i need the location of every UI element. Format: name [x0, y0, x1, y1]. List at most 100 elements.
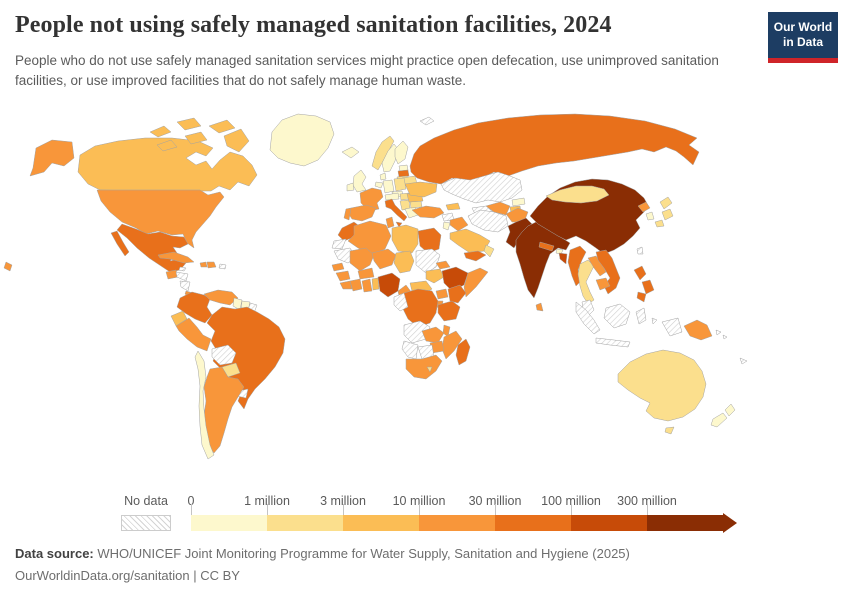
- country-solomon-islands[interactable]: [715, 329, 728, 340]
- country-philippines[interactable]: [633, 265, 655, 303]
- country-peru[interactable]: [175, 317, 212, 352]
- country-uzbekistan[interactable]: [485, 201, 511, 216]
- legend-bin-6[interactable]: [571, 515, 647, 531]
- country-madagascar[interactable]: [455, 338, 471, 366]
- country-congo[interactable]: [393, 292, 409, 312]
- country-thailand[interactable]: [577, 259, 595, 305]
- country-afghanistan[interactable]: [505, 207, 529, 223]
- country-austria[interactable]: [384, 192, 400, 201]
- country-tunisia[interactable]: [385, 216, 395, 229]
- legend-no-data-swatch[interactable]: [121, 515, 171, 531]
- country-mali[interactable]: [349, 247, 375, 272]
- country-libya[interactable]: [391, 224, 419, 254]
- country-georgia[interactable]: [445, 202, 461, 211]
- country-mongolia[interactable]: [545, 185, 610, 204]
- country-new-caledonia[interactable]: [739, 357, 748, 365]
- country-laos[interactable]: [587, 255, 607, 277]
- country-venezuela[interactable]: [203, 289, 239, 306]
- country-uganda[interactable]: [435, 288, 449, 300]
- country-south-korea[interactable]: [645, 211, 655, 221]
- country-nicaragua[interactable]: [179, 280, 191, 292]
- country-drc[interactable]: [401, 288, 439, 328]
- country-chad[interactable]: [393, 250, 415, 274]
- legend-bin-5[interactable]: [495, 515, 571, 531]
- country-guatemala[interactable]: [165, 269, 179, 280]
- legend-bin-1[interactable]: [191, 515, 267, 531]
- legend-bin-4[interactable]: [419, 515, 495, 531]
- country-chile[interactable]: [194, 350, 215, 460]
- country-iraq[interactable]: [449, 216, 469, 232]
- country-zambia[interactable]: [421, 326, 445, 344]
- country-usa[interactable]: [96, 189, 225, 249]
- country-norway[interactable]: [371, 135, 395, 171]
- legend-bin-7[interactable]: [647, 515, 723, 531]
- country-cambodia[interactable]: [595, 277, 611, 291]
- country-alaska[interactable]: [29, 139, 75, 177]
- country-senegal[interactable]: [331, 262, 345, 272]
- country-eritrea[interactable]: [435, 260, 451, 270]
- country-lesotho[interactable]: [426, 366, 433, 373]
- country-yemen[interactable]: [463, 250, 487, 262]
- country-ivory-coast[interactable]: [349, 278, 363, 292]
- country-guinea[interactable]: [335, 270, 351, 282]
- country-burkina-faso[interactable]: [357, 267, 375, 280]
- country-argentina[interactable]: [203, 366, 245, 454]
- country-malaysia[interactable]: [581, 299, 595, 317]
- country-kazakhstan[interactable]: [440, 171, 523, 204]
- country-portugal[interactable]: [343, 207, 352, 221]
- country-papua-new-guinea[interactable]: [683, 319, 713, 341]
- country-niger[interactable]: [371, 248, 397, 270]
- country-western-sahara[interactable]: [331, 238, 347, 250]
- country-dominican-republic[interactable]: [206, 261, 217, 269]
- country-canada-islands[interactable]: [149, 117, 250, 153]
- country-haiti[interactable]: [199, 261, 208, 268]
- legend-color-bar[interactable]: [191, 515, 723, 531]
- country-sierra-leone[interactable]: [339, 280, 353, 290]
- country-jamaica[interactable]: [178, 266, 187, 272]
- country-fiji[interactable]: [3, 261, 13, 272]
- country-greenland[interactable]: [269, 113, 335, 167]
- country-poland[interactable]: [393, 177, 407, 192]
- country-sudan[interactable]: [415, 248, 441, 274]
- country-spain[interactable]: [347, 204, 377, 222]
- country-ukraine[interactable]: [404, 181, 438, 198]
- country-ghana[interactable]: [361, 278, 373, 293]
- country-sri-lanka[interactable]: [535, 302, 544, 312]
- country-svalbard[interactable]: [419, 116, 435, 126]
- country-honduras[interactable]: [175, 271, 189, 282]
- country-indonesia[interactable]: [575, 301, 683, 348]
- country-ethiopia[interactable]: [441, 266, 469, 292]
- country-mexico[interactable]: [110, 223, 189, 273]
- country-namibia[interactable]: [401, 340, 419, 360]
- country-jordan[interactable]: [442, 221, 451, 231]
- country-denmark[interactable]: [379, 172, 387, 181]
- country-nigeria[interactable]: [377, 272, 401, 298]
- country-latvia[interactable]: [397, 169, 410, 178]
- country-saudi-arabia[interactable]: [449, 228, 491, 254]
- country-cuba[interactable]: [157, 251, 195, 264]
- country-benin[interactable]: [371, 277, 380, 291]
- attribution-link[interactable]: OurWorldinData.org/sanitation | CC BY: [15, 568, 240, 583]
- country-egypt[interactable]: [417, 227, 442, 254]
- country-taiwan[interactable]: [636, 246, 644, 255]
- country-australia[interactable]: [617, 349, 707, 435]
- country-kenya[interactable]: [447, 284, 467, 304]
- country-kyrgyzstan[interactable]: [511, 197, 526, 207]
- country-finland[interactable]: [394, 140, 409, 165]
- country-puerto-rico[interactable]: [218, 263, 227, 270]
- country-germany[interactable]: [382, 179, 395, 194]
- country-bangladesh[interactable]: [558, 252, 568, 265]
- legend-bin-2[interactable]: [267, 515, 343, 531]
- country-oman[interactable]: [483, 244, 495, 258]
- country-tanzania[interactable]: [437, 300, 461, 322]
- country-vietnam[interactable]: [595, 249, 621, 295]
- country-italy[interactable]: [384, 198, 408, 228]
- country-new-zealand[interactable]: [710, 403, 736, 428]
- country-nepal[interactable]: [538, 241, 555, 252]
- country-turkey[interactable]: [411, 205, 445, 219]
- country-south-sudan[interactable]: [425, 268, 445, 284]
- country-united-kingdom[interactable]: [352, 169, 367, 193]
- country-south-africa[interactable]: [405, 354, 443, 380]
- country-bolivia[interactable]: [211, 344, 237, 366]
- country-iceland[interactable]: [341, 146, 360, 159]
